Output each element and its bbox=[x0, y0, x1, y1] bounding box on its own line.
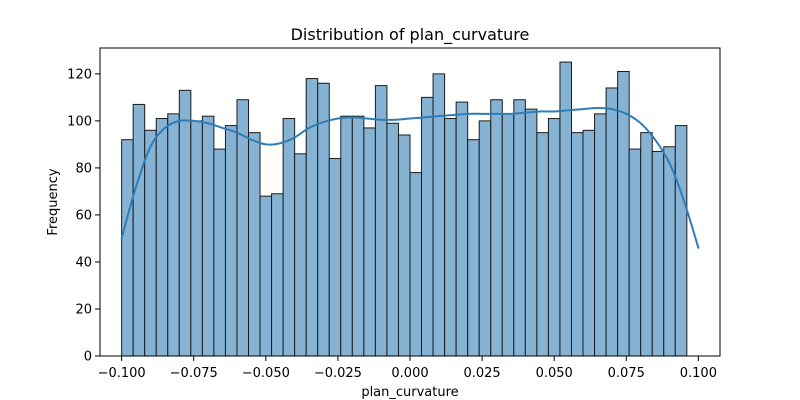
histogram-bar bbox=[570, 132, 584, 357]
histogram-bar bbox=[663, 146, 676, 357]
histogram-bar bbox=[305, 78, 319, 357]
y-tick-label: 40 bbox=[75, 255, 92, 270]
histogram-bar bbox=[674, 125, 688, 357]
x-tick-label: −0.100 bbox=[98, 366, 146, 381]
x-tick-label: 0.050 bbox=[536, 366, 573, 381]
histogram-bar bbox=[547, 118, 561, 357]
histogram-bar bbox=[374, 85, 388, 357]
histogram-bar bbox=[351, 115, 365, 357]
histogram-bar bbox=[144, 129, 157, 357]
x-tick-label: 0.075 bbox=[608, 366, 645, 381]
histogram-bar bbox=[513, 99, 526, 357]
histogram-bar bbox=[524, 108, 538, 357]
histogram-bar bbox=[363, 127, 376, 357]
histogram-bar bbox=[155, 118, 169, 357]
x-tick-label: −0.025 bbox=[314, 366, 362, 381]
histogram-bar bbox=[224, 125, 238, 357]
x-axis-ticks: −0.100 −0.075 −0.050 −0.025 0.000 0.025 0.050 0… bbox=[98, 356, 717, 381]
bars-layer bbox=[121, 61, 688, 357]
histogram-bar bbox=[501, 113, 515, 357]
histogram-bar bbox=[121, 139, 134, 357]
y-tick-label: 80 bbox=[75, 161, 92, 176]
histogram-bar bbox=[259, 195, 273, 357]
histogram-bar bbox=[271, 193, 284, 357]
histogram-bar bbox=[178, 89, 192, 357]
y-tick-label: 120 bbox=[67, 67, 92, 82]
histogram-bar bbox=[467, 139, 480, 357]
histogram-bar bbox=[594, 113, 607, 357]
histogram-bar bbox=[582, 129, 596, 357]
histogram-bar bbox=[132, 103, 146, 357]
histogram-bar bbox=[328, 158, 342, 357]
x-tick-label: −0.075 bbox=[170, 366, 218, 381]
chart-title: Distribution of plan_curvature bbox=[291, 25, 530, 45]
histogram-bar bbox=[651, 150, 665, 357]
x-tick-label: 0.025 bbox=[463, 366, 500, 381]
histogram-bar bbox=[628, 148, 642, 357]
histogram-bar bbox=[409, 172, 423, 357]
y-tick-label: 0 bbox=[84, 350, 92, 365]
histogram-bar bbox=[386, 122, 399, 357]
y-axis-ticks: 0 20 40 60 80 100 120 bbox=[67, 67, 100, 365]
x-axis-label: plan_curvature bbox=[361, 385, 458, 400]
x-tick-label: 0.000 bbox=[391, 366, 428, 381]
y-tick-label: 100 bbox=[67, 114, 92, 129]
y-axis-label: Frequency bbox=[46, 168, 61, 235]
histogram-bar bbox=[282, 118, 296, 357]
y-tick-label: 20 bbox=[75, 302, 92, 317]
kde-line bbox=[120, 106, 700, 249]
histogram-bar bbox=[490, 99, 503, 357]
histogram-bar bbox=[294, 153, 307, 357]
x-tick-label: 0.100 bbox=[680, 366, 717, 381]
histogram-bar bbox=[478, 120, 492, 357]
histogram-bar bbox=[455, 101, 469, 357]
histogram-bar bbox=[605, 87, 619, 357]
histogram-bar bbox=[536, 132, 549, 357]
histogram-bar bbox=[640, 132, 653, 357]
histogram-bar bbox=[340, 115, 353, 357]
histogram-bar bbox=[444, 118, 457, 357]
y-tick-label: 60 bbox=[75, 208, 92, 223]
histogram-bar bbox=[248, 132, 261, 357]
histogram-bar bbox=[213, 148, 226, 357]
histogram-bar bbox=[190, 120, 203, 357]
x-tick-label: −0.050 bbox=[242, 366, 290, 381]
histogram-bar bbox=[201, 115, 215, 357]
histogram-bar bbox=[167, 113, 180, 357]
histogram-bar bbox=[559, 61, 572, 357]
histogram-bar bbox=[397, 134, 411, 357]
histogram-bar bbox=[421, 96, 434, 357]
